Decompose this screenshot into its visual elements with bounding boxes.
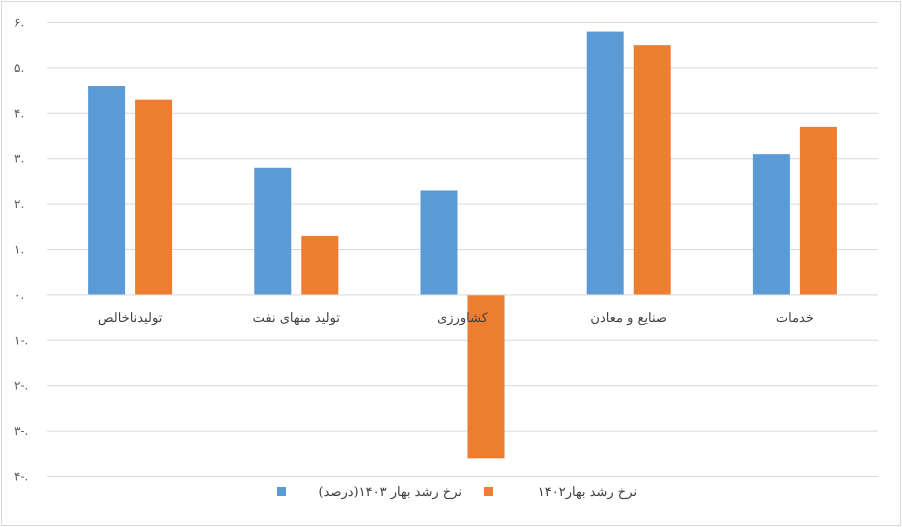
bar-series2-4 xyxy=(799,126,837,295)
legend-swatch xyxy=(484,487,493,496)
category-label: کشاورزی xyxy=(437,311,489,326)
legend-label: نرخ رشد بهار۱۴۰۲ xyxy=(538,485,637,500)
bar-series1-3 xyxy=(586,31,624,295)
y-tick-label: ۲. xyxy=(14,197,24,211)
legend-swatch xyxy=(277,487,286,496)
bar-series1-1 xyxy=(254,167,292,295)
legend-label: نرخ رشد بهار ۱۴۰۳(درصد) xyxy=(319,485,462,500)
category-label: تولیدناخالص xyxy=(98,311,163,326)
bar-series2-0 xyxy=(135,99,173,295)
y-tick-label: ۴-. xyxy=(14,470,28,484)
bar-series2-2 xyxy=(467,294,505,459)
category-label: تولید منهای نفت xyxy=(253,311,341,326)
y-tick-label: ۳. xyxy=(14,152,24,166)
bar-series2-1 xyxy=(301,235,339,295)
y-tick-label: ۶. xyxy=(14,16,24,30)
category-labels: تولیدناخالص تولید منهای نفت کشاورزی صنایع و… xyxy=(98,311,814,326)
bar-series2-3 xyxy=(633,45,671,295)
y-tick-label: ۰. xyxy=(14,288,24,302)
bar-series1-4 xyxy=(752,154,790,295)
y-tick-label: ۱-. xyxy=(14,333,28,347)
category-label: صنایع و معادن xyxy=(590,311,667,326)
y-axis-ticks: ۶. ۵. ۴. ۳. ۲. ۱. ۰. ۱-. ۲-. ۳-. ۴-. xyxy=(14,16,28,484)
bar-series1-0 xyxy=(88,86,126,295)
y-tick-label: ۵. xyxy=(14,61,24,75)
bars xyxy=(88,31,837,459)
y-tick-label: ۱. xyxy=(14,243,24,257)
y-tick-label: ۲-. xyxy=(14,379,28,393)
legend: نرخ رشد بهار ۱۴۰۳(درصد) نرخ رشد بهار۱۴۰۲ xyxy=(277,485,637,500)
bar-series1-2 xyxy=(420,190,458,295)
y-tick-label: ۴. xyxy=(14,106,24,120)
y-tick-label: ۳-. xyxy=(14,424,28,438)
gridlines xyxy=(47,22,878,477)
category-label: خدمات xyxy=(776,311,814,326)
